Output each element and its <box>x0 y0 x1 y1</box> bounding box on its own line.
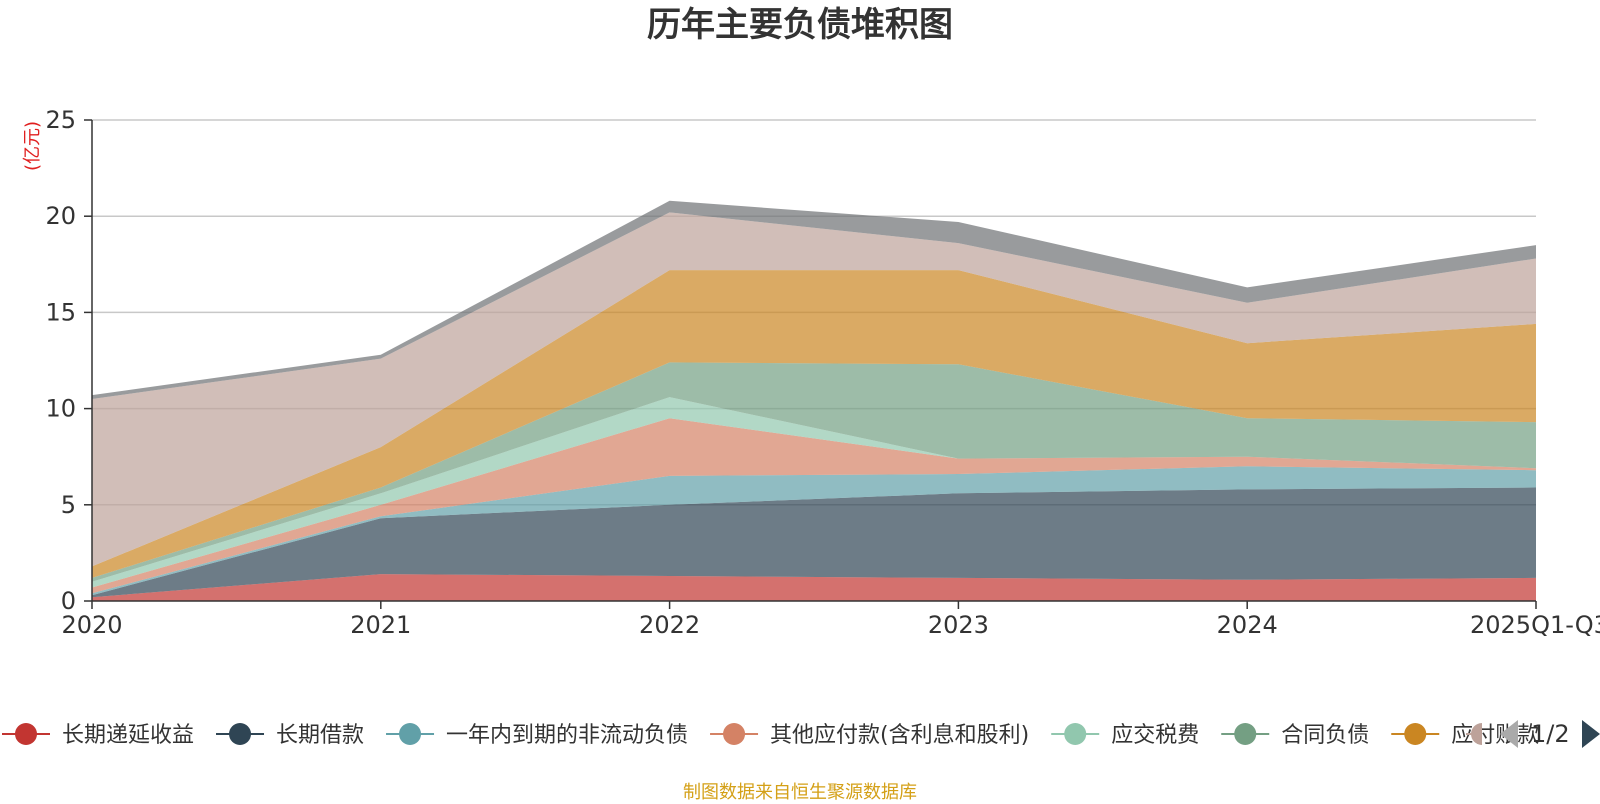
legend-label: 长期递延收益 <box>62 723 194 748</box>
y-tick-label: 25 <box>45 106 76 134</box>
legend-item[interactable]: 其他应付款(含利息和股利) <box>710 723 1029 748</box>
legend-label: 应付账款 <box>1451 723 1539 748</box>
x-tick-label: 2022 <box>639 611 700 639</box>
legend-item[interactable]: 长期借款 <box>216 723 364 748</box>
y-tick-label: 15 <box>45 298 76 326</box>
area-series[interactable] <box>92 466 1536 596</box>
y-tick-label: 10 <box>45 395 76 423</box>
area-series[interactable] <box>92 362 1536 582</box>
x-tick-label: 2024 <box>1217 611 1278 639</box>
legend-label: 合同负债 <box>1281 723 1369 748</box>
x-axis-ticks: 2020 2021 2022 2023 2024 2025Q1-Q3 <box>61 601 1600 639</box>
legend-marker <box>1234 723 1257 745</box>
legend-page-label: 1/2 <box>1531 720 1570 748</box>
area-series[interactable] <box>92 574 1536 601</box>
y-tick-label: 20 <box>45 202 76 230</box>
legend-marker <box>1064 723 1087 745</box>
x-tick-label: 2025Q1-Q3 <box>1470 611 1600 639</box>
legend-marker <box>1404 723 1427 745</box>
area-series-group <box>92 200 1536 601</box>
area-series[interactable] <box>92 487 1536 598</box>
legend-marker <box>229 723 252 745</box>
legend-item[interactable]: 长期递延收益 <box>2 723 194 748</box>
axes <box>91 120 1536 602</box>
area-series[interactable] <box>92 397 1536 588</box>
legend-item[interactable]: 应交税费 <box>1051 723 1199 748</box>
legend-item[interactable]: 一年内到期的非流动负债 <box>386 723 688 748</box>
y-axis-unit: (亿元) <box>22 121 43 171</box>
legend-item[interactable]: 合同负债 <box>1221 723 1369 748</box>
legend-marker <box>399 723 422 745</box>
legend-pager: 1/2 <box>1500 720 1600 748</box>
data-source-note: 制图数据来自恒生聚源数据库 <box>683 782 917 803</box>
legend-marker <box>1471 723 1482 745</box>
y-axis-ticks: 0 5 10 15 20 25 <box>45 106 92 615</box>
area-series[interactable] <box>92 200 1536 399</box>
legend-label: 一年内到期的非流动负债 <box>446 723 688 748</box>
area-series[interactable] <box>92 270 1536 578</box>
x-tick-label: 2023 <box>928 611 989 639</box>
legend-label: 长期借款 <box>276 723 364 748</box>
area-series[interactable] <box>92 418 1536 594</box>
chart-title: 历年主要负债堆积图 <box>647 5 953 45</box>
legend-next-icon[interactable] <box>1582 720 1600 748</box>
x-tick-label: 2020 <box>61 611 122 639</box>
area-series[interactable] <box>92 212 1536 567</box>
x-tick-label: 2021 <box>350 611 411 639</box>
legend: 长期递延收益 长期借款 一年内到期的非流动负债 其他应付款(含利息和股利) 应交税费 合同… <box>2 723 1539 748</box>
legend-marker <box>15 723 37 745</box>
legend-label: 其他应付款(含利息和股利) <box>770 723 1029 748</box>
legend-marker <box>723 723 746 745</box>
y-tick-label: 0 <box>61 587 76 615</box>
legend-prev-icon[interactable] <box>1500 720 1518 748</box>
y-tick-label: 5 <box>61 491 76 519</box>
legend-item[interactable]: 应付账款 <box>1391 723 1539 748</box>
legend-label: 应交税费 <box>1111 723 1199 748</box>
